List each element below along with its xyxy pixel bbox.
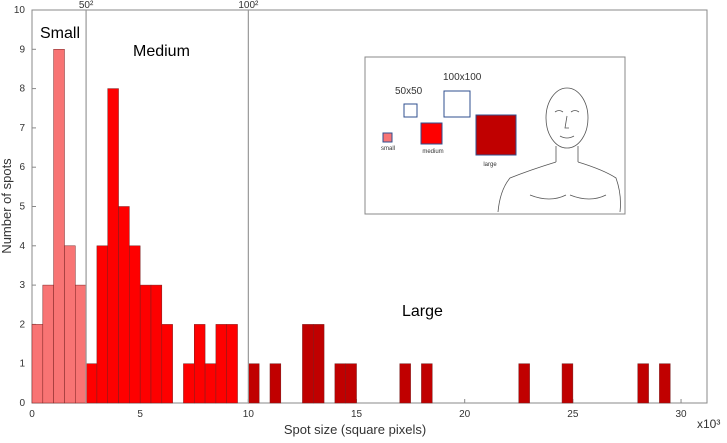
y-tick-label: 7 <box>19 123 25 134</box>
region-label: Large <box>402 303 443 320</box>
x-multiplier: x10³ <box>697 417 720 431</box>
bar <box>659 363 671 404</box>
x-tick-label: 20 <box>459 409 471 420</box>
bar <box>183 363 195 404</box>
bar <box>85 363 98 404</box>
bar <box>96 245 108 404</box>
class-square <box>382 132 393 143</box>
bar <box>248 363 260 404</box>
bar <box>421 363 433 404</box>
y-tick-label: 6 <box>19 162 25 173</box>
y-tick-label: 4 <box>19 241 25 252</box>
bar <box>269 363 282 404</box>
x-axis-label: Spot size (square pixels) <box>284 422 426 437</box>
bar <box>302 324 314 404</box>
bar <box>313 324 325 404</box>
inset-label: 50x50 <box>395 86 423 97</box>
bar <box>129 245 141 404</box>
y-tick-label: 8 <box>19 84 25 95</box>
y-tick-label: 9 <box>19 44 25 55</box>
bar <box>345 363 357 404</box>
y-tick-label: 5 <box>19 202 25 213</box>
bar <box>194 324 206 404</box>
inset: 50x50 100x100 small medium large <box>364 56 626 215</box>
threshold-label: 100² <box>238 0 259 11</box>
y-tick-label: 3 <box>19 280 25 291</box>
bar <box>161 324 173 404</box>
region-label: Small <box>40 25 80 42</box>
bar <box>31 324 44 404</box>
bar <box>637 363 649 404</box>
y-tick-label: 2 <box>19 319 25 330</box>
bar <box>215 324 227 404</box>
inset-label: small <box>381 146 395 152</box>
bar <box>334 363 346 404</box>
y-tick-label: 1 <box>19 359 25 370</box>
threshold-label: 50² <box>79 0 94 11</box>
face-sketch <box>497 87 621 213</box>
x-tick-label: 25 <box>567 409 579 420</box>
bar <box>204 363 217 404</box>
y-tick-label: 10 <box>14 5 26 16</box>
bar <box>42 284 54 404</box>
inset-label: medium <box>422 149 443 155</box>
bar <box>75 284 87 404</box>
inset-label: large <box>483 162 497 168</box>
bar <box>561 363 574 404</box>
x-tick-label: 30 <box>675 409 687 420</box>
x-tick-label: 10 <box>243 409 255 420</box>
bar <box>139 284 152 404</box>
x-tick-label: 15 <box>351 409 363 420</box>
bar <box>64 245 76 404</box>
bar <box>399 363 411 404</box>
x-tick-label: 5 <box>137 409 143 420</box>
y-tick-label: 0 <box>19 398 25 409</box>
inset-label: 100x100 <box>443 72 482 83</box>
class-square <box>420 122 443 145</box>
size-square <box>403 103 418 118</box>
y-axis-label: Number of spots <box>0 158 14 254</box>
class-square <box>475 114 517 156</box>
bar <box>150 284 163 404</box>
x-tick-label: 0 <box>29 409 35 420</box>
bar <box>118 206 130 404</box>
region-label: Medium <box>133 43 190 60</box>
size-square <box>443 90 471 118</box>
bar <box>107 88 119 404</box>
bar <box>53 49 65 404</box>
bar <box>226 324 238 404</box>
bar <box>518 363 530 404</box>
